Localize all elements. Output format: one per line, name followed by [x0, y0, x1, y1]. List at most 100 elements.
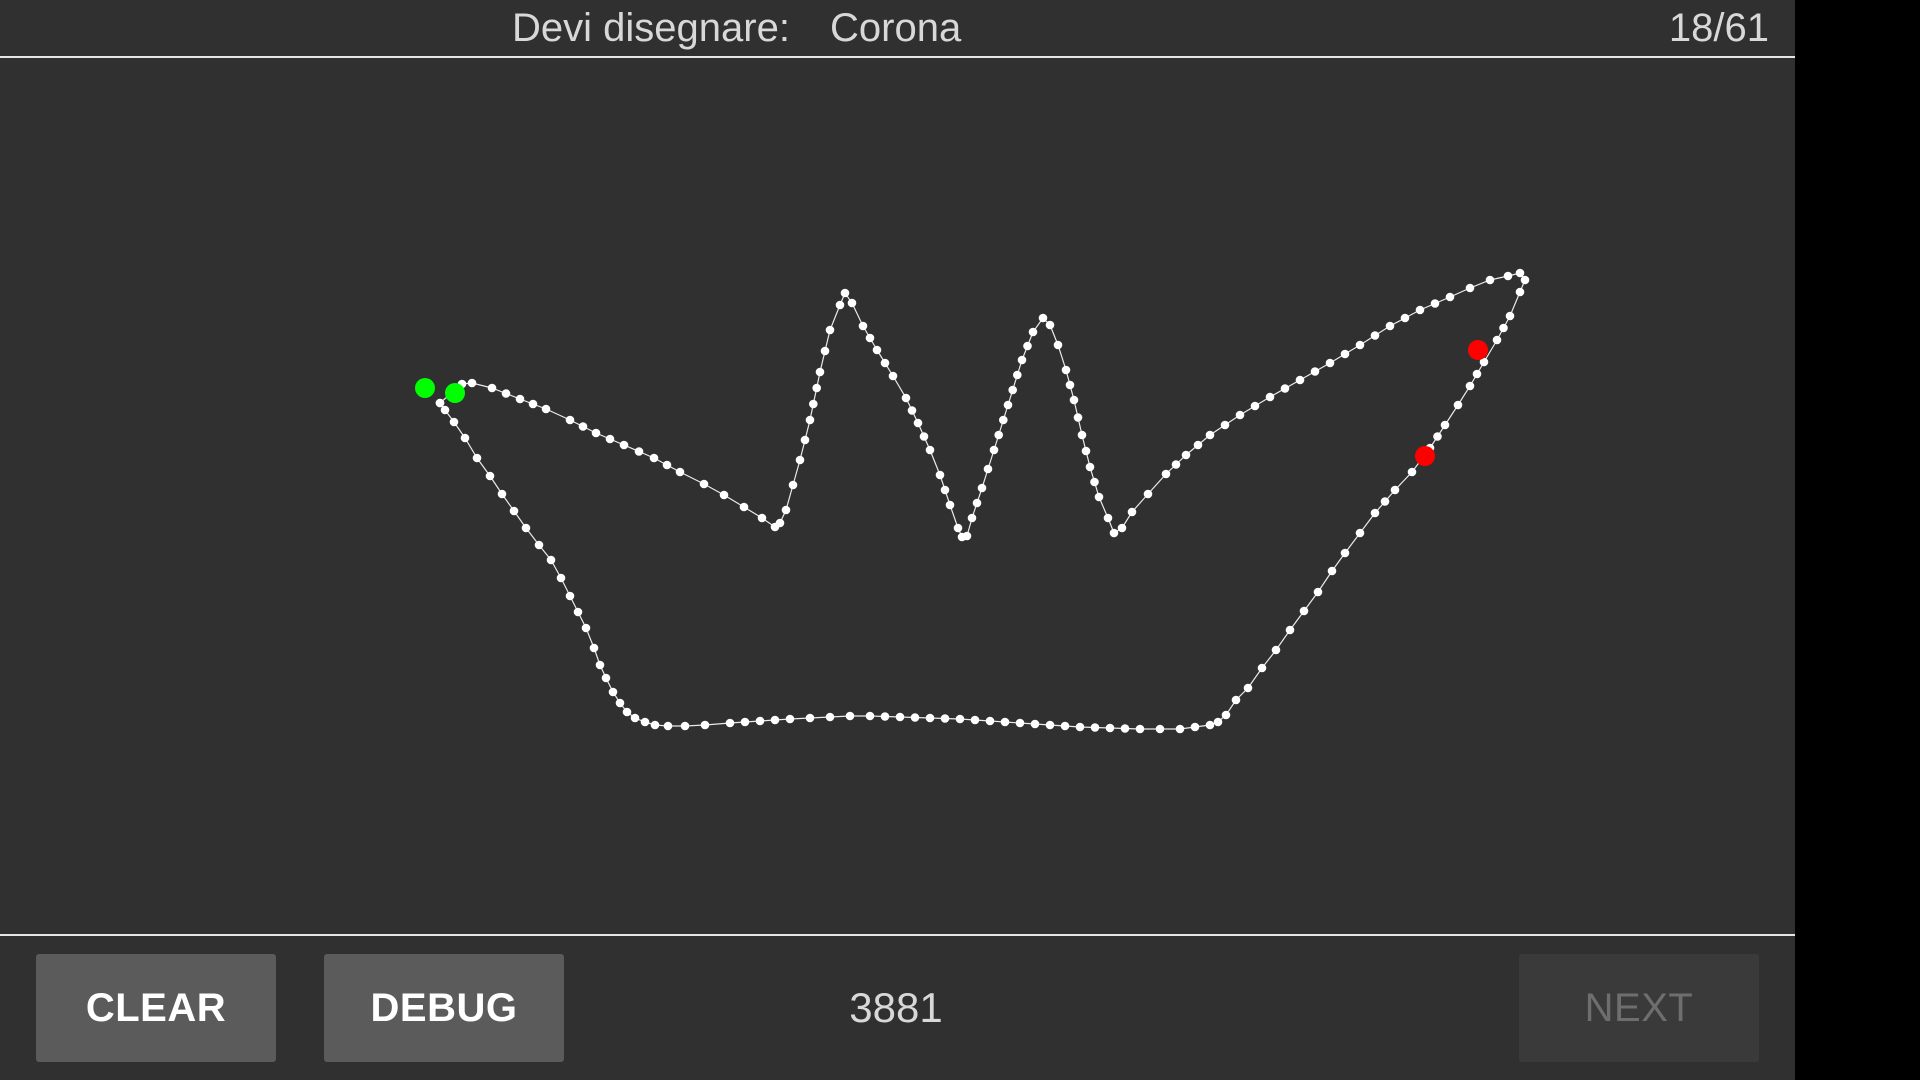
stroke-point	[1046, 721, 1055, 730]
stroke-point	[881, 712, 890, 721]
stroke-point	[971, 716, 980, 725]
stroke-point	[954, 524, 963, 533]
stroke-point	[557, 574, 566, 583]
stroke-point	[651, 721, 660, 730]
stroke-point	[978, 484, 987, 493]
stroke-point	[574, 608, 583, 617]
stroke-point	[1156, 725, 1165, 734]
stroke-point	[498, 490, 507, 499]
stroke-point	[609, 688, 618, 697]
stroke-point	[582, 624, 591, 633]
stroke-point	[1381, 497, 1390, 506]
stroke-point	[1104, 514, 1113, 523]
stroke-point	[1386, 322, 1395, 331]
stroke-point	[1222, 711, 1231, 720]
stroke-point	[590, 644, 599, 653]
stroke-point	[516, 395, 525, 404]
stroke-point	[1221, 421, 1230, 430]
stroke-point	[1446, 293, 1455, 302]
stroke-point	[1029, 328, 1038, 337]
stroke-point	[873, 346, 882, 355]
stroke-point	[461, 434, 470, 443]
stroke-point	[1206, 721, 1215, 730]
stroke-point	[994, 431, 1003, 440]
stroke-point	[1232, 696, 1241, 705]
stroke-point	[1054, 341, 1063, 350]
stroke-point	[1106, 724, 1115, 733]
stroke-point	[1341, 350, 1350, 359]
point-counter: 3881	[796, 984, 996, 1032]
stroke-point	[1408, 468, 1417, 477]
stroke-point	[741, 718, 750, 727]
stroke-point	[920, 432, 929, 441]
stroke-point	[566, 592, 575, 601]
stroke-point	[664, 722, 673, 731]
stroke-point	[1286, 626, 1295, 635]
stroke-point	[1023, 342, 1032, 351]
stroke-point	[510, 507, 519, 516]
stroke-point	[1272, 646, 1281, 655]
stroke-point	[914, 419, 923, 428]
stroke-point	[968, 514, 977, 523]
stroke-point	[1371, 509, 1380, 518]
stroke-point	[740, 503, 749, 512]
stroke-point	[1281, 384, 1290, 393]
stroke-point	[592, 429, 601, 438]
stroke-point	[1454, 401, 1463, 410]
stroke-point	[1076, 723, 1085, 732]
stroke-point	[535, 541, 544, 550]
stroke-point	[1118, 524, 1127, 533]
clear-button[interactable]: CLEAR	[36, 954, 276, 1062]
stroke-point	[1191, 723, 1200, 732]
stroke-point	[1311, 367, 1320, 376]
stroke-point	[1300, 607, 1309, 616]
drawing-svg	[0, 0, 1795, 1080]
stroke-point	[1066, 381, 1075, 390]
stroke-point	[1110, 529, 1119, 538]
stroke-point	[1521, 276, 1530, 285]
right-black-strip	[1795, 0, 1920, 1080]
stroke-point	[602, 674, 611, 683]
stroke-point	[1251, 402, 1260, 411]
stroke-point	[1082, 447, 1091, 456]
stroke-point	[809, 400, 818, 409]
app-window: Devi disegnare: Corona 18/61 CLEAR DEBUG…	[0, 0, 1795, 1080]
stroke-point	[1016, 719, 1025, 728]
stroke-point	[889, 372, 898, 381]
stroke-point	[846, 712, 855, 721]
stroke-point	[616, 699, 625, 708]
stroke-point	[1176, 725, 1185, 734]
stroke-point	[1391, 486, 1400, 495]
start-marker	[445, 383, 465, 403]
stroke-point	[720, 491, 729, 500]
stroke-point	[1504, 272, 1513, 281]
drawn-stroke	[436, 269, 1530, 734]
stroke-point	[848, 299, 857, 308]
stroke-point	[1074, 413, 1083, 422]
stroke-point	[1061, 722, 1070, 731]
drawing-canvas[interactable]	[0, 58, 1795, 934]
stroke-point	[1121, 724, 1130, 733]
debug-button[interactable]: DEBUG	[324, 954, 564, 1062]
stroke-point	[826, 713, 835, 722]
stroke-point	[641, 718, 650, 727]
stroke-point	[1162, 470, 1171, 479]
stroke-point	[986, 717, 995, 726]
stroke-point	[486, 472, 495, 481]
stroke-point	[450, 418, 459, 427]
stroke-point	[881, 359, 890, 368]
stroke-point	[1486, 276, 1495, 285]
stroke-point	[566, 416, 575, 425]
stroke-point	[701, 721, 710, 730]
stroke-point	[941, 486, 950, 495]
stroke-point	[1328, 567, 1337, 576]
stroke-point	[796, 456, 805, 465]
footer-bar: CLEAR DEBUG 3881 NEXT	[0, 936, 1795, 1080]
stroke-point	[606, 435, 615, 444]
stroke-point	[1236, 411, 1245, 420]
next-button[interactable]: NEXT	[1519, 954, 1759, 1062]
stroke-point	[926, 446, 935, 455]
stroke-point	[999, 416, 1008, 425]
stroke-point	[1473, 370, 1482, 379]
stroke-point	[1466, 382, 1475, 391]
